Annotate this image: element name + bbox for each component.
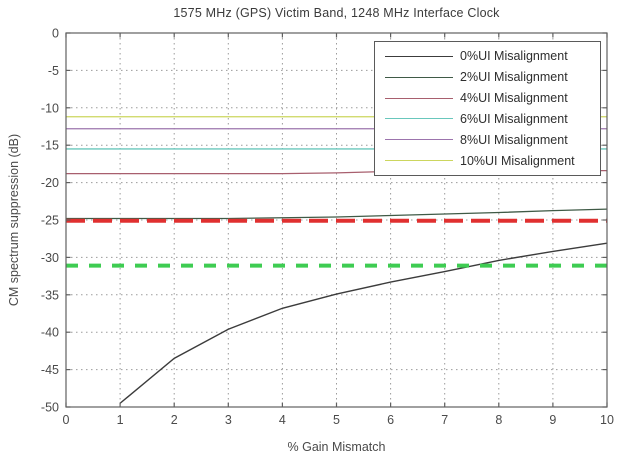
legend-label: 2%UI Misalignment: [460, 70, 568, 85]
y-tick-label: -30: [41, 251, 59, 265]
x-tick-label: 0: [63, 413, 70, 427]
x-axis-label: % Gain Mismatch: [287, 440, 386, 454]
y-tick-label: -50: [41, 401, 59, 415]
y-tick-label: -15: [41, 139, 59, 153]
x-tick-label: 8: [495, 413, 502, 427]
series-line-2-ui-misalignment: [66, 208, 608, 220]
legend-item: 6%UI Misalignment: [383, 112, 592, 126]
chart-title: 1575 MHz (GPS) Victim Band, 1248 MHz Int…: [173, 6, 500, 20]
legend-label: 0%UI Misalignment: [460, 49, 568, 64]
y-tick-label: -10: [41, 101, 59, 115]
legend-label: 10%UI Misalignment: [460, 153, 575, 168]
x-tick-label: 2: [171, 413, 178, 427]
legend-item: 8%UI Misalignment: [383, 133, 592, 147]
x-tick-label: 9: [549, 413, 556, 427]
legend-item: 4%UI Misalignment: [383, 91, 592, 105]
legend-line-sample: [385, 118, 453, 120]
legend-label: 8%UI Misalignment: [460, 132, 568, 147]
x-tick-label: 5: [333, 413, 340, 427]
legend-line-sample: [385, 76, 453, 78]
legend-line-sample: [385, 55, 453, 57]
legend-line-sample: [385, 97, 453, 99]
legend-line-sample: [385, 139, 453, 141]
y-tick-label: -40: [41, 326, 59, 340]
y-tick-label: 0: [52, 27, 59, 41]
legend-line-sample: [385, 160, 453, 162]
y-tick-label: -25: [41, 214, 59, 228]
x-tick-label: 7: [441, 413, 448, 427]
x-tick-label: 6: [387, 413, 394, 427]
legend-item: 10%UI Misalignment: [383, 154, 592, 168]
legend: 0%UI Misalignment 2%UI Misalignment 4%UI M…: [374, 41, 601, 176]
legend-item: 2%UI Misalignment: [383, 70, 592, 84]
y-tick-label: -20: [41, 176, 59, 190]
legend-item: 0%UI Misalignment: [383, 49, 592, 63]
y-tick-label: -5: [48, 64, 59, 78]
x-tick-label: 3: [225, 413, 232, 427]
x-tick-label: 10: [600, 413, 614, 427]
series-line-0-ui-misalignment: [119, 242, 608, 404]
legend-label: 6%UI Misalignment: [460, 111, 568, 126]
y-tick-label: -45: [41, 363, 59, 377]
y-tick-label: -35: [41, 288, 59, 302]
x-tick-label: 1: [117, 413, 124, 427]
legend-label: 4%UI Misalignment: [460, 91, 568, 106]
x-tick-label: 4: [279, 413, 286, 427]
